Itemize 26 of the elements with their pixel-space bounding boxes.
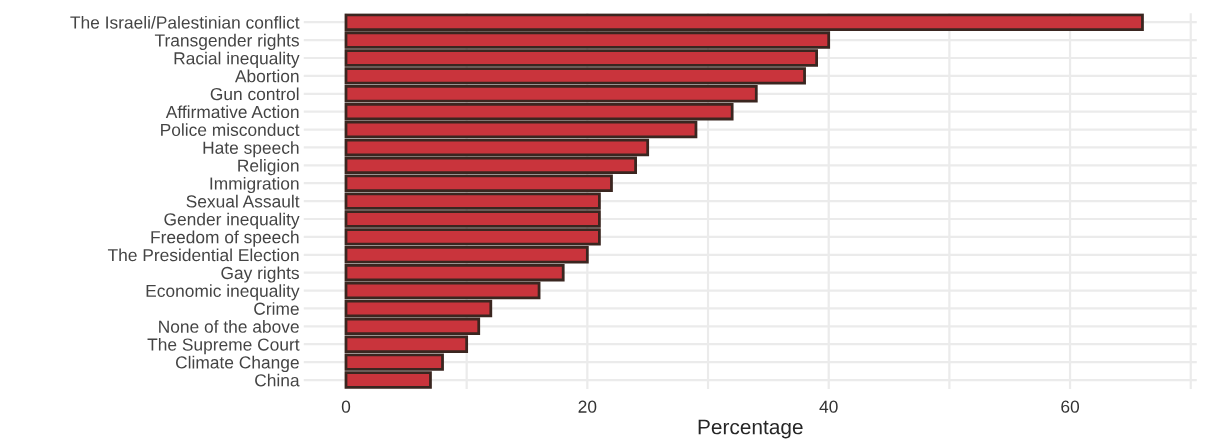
y-tick-label: Gender inequality bbox=[164, 212, 300, 229]
y-tick-label: Racial inequality bbox=[174, 51, 300, 68]
y-tick-label: The Presidential Election bbox=[107, 248, 299, 262]
y-tick-label: China bbox=[255, 373, 300, 387]
y-tick-label: Freedom of speech bbox=[151, 230, 299, 247]
y-tick-label: Hate speech bbox=[203, 141, 299, 158]
x-tick-label: 60 bbox=[1061, 400, 1080, 413]
y-tick-label: Sexual Assault bbox=[186, 194, 300, 208]
y-tick-label: None of the above bbox=[159, 320, 299, 333]
y-tick-label: Transgender rights bbox=[154, 33, 299, 50]
y-tick-label: Immigration bbox=[210, 176, 299, 194]
y-tick-label: Crime bbox=[254, 302, 299, 315]
y-tick-label: The Israeli/Palestinian conflict bbox=[70, 15, 300, 29]
y-tick-label: Religion bbox=[238, 159, 299, 176]
x-tick-label: 40 bbox=[819, 400, 838, 413]
y-tick-label: Affirmative Action bbox=[165, 105, 299, 119]
x-axis-title: Percentage bbox=[698, 419, 803, 439]
x-tick-label: 0 bbox=[341, 400, 351, 413]
y-tick-label: Abortion bbox=[234, 69, 299, 83]
y-tick-label: Police misconduct bbox=[161, 123, 300, 137]
y-tick-label: Gun control bbox=[210, 87, 299, 101]
y-tick-label: Economic inequality bbox=[146, 284, 300, 301]
y-tick-label: Climate Change bbox=[175, 355, 299, 373]
x-tick-label: 20 bbox=[578, 400, 597, 413]
y-tick-label: The Supreme Court bbox=[147, 337, 300, 355]
y-tick-label: Gay rights bbox=[221, 266, 299, 283]
